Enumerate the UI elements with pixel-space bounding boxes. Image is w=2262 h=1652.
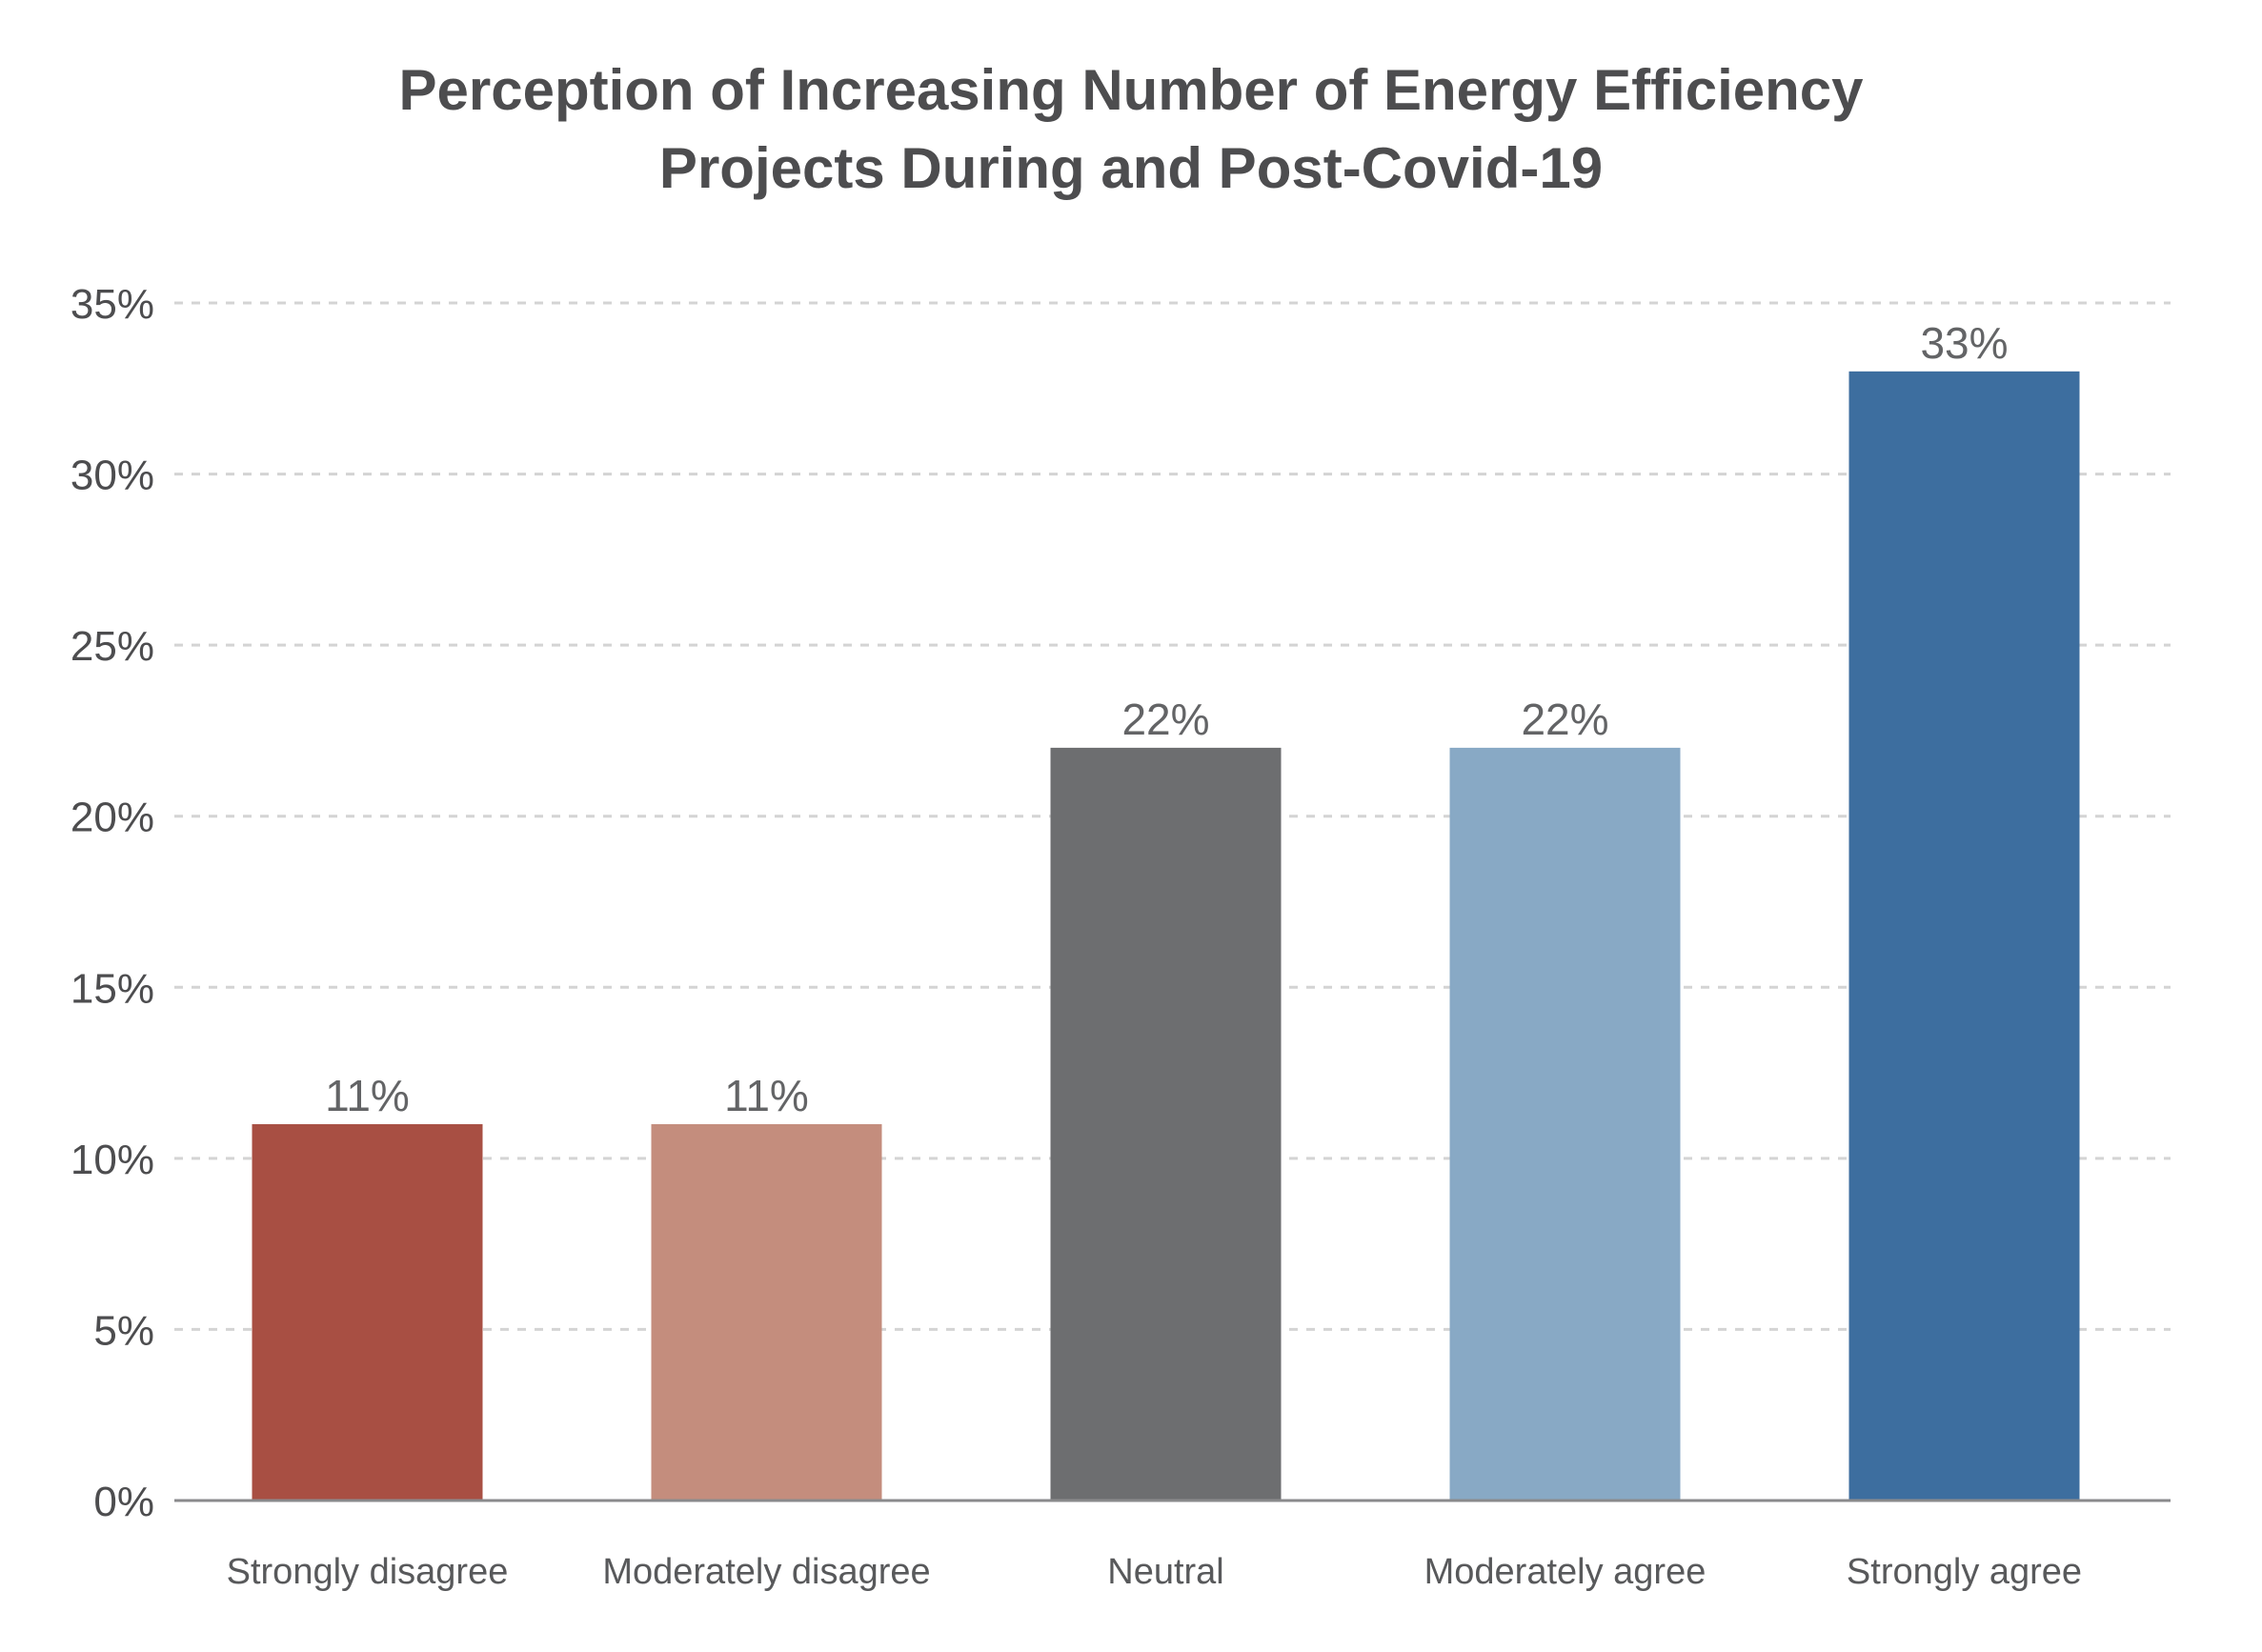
data-label-3: 22% [1521,695,1608,744]
bars [252,371,2080,1501]
bar-3 [1449,747,1681,1501]
data-label-0: 11% [325,1071,410,1120]
bar-4 [1848,371,2080,1501]
y-tick-label-20: 20% [71,795,154,841]
x-category-label-1: Moderately disagree [602,1552,930,1592]
chart-title: Perception of Increasing Number of Energ… [398,58,1864,200]
y-tick-label-35: 35% [71,281,154,328]
y-tick-label-5: 5% [93,1307,154,1354]
data-labels: 11% 11% 22% 22% 33% [325,318,2008,1120]
chart-title-line-2: Projects During and Post-Covid-19 [659,136,1603,200]
bar-1 [651,1123,882,1501]
y-tick-label-25: 25% [71,623,154,670]
chart-title-line-1: Perception of Increasing Number of Energ… [398,58,1864,122]
x-category-label-4: Strongly agree [1847,1552,2082,1592]
y-tick-label-30: 30% [71,453,154,499]
x-axis-categories: Strongly disagree Moderately disagree Neut… [227,1552,2082,1592]
data-label-1: 11% [724,1071,809,1120]
bar-2 [1050,747,1282,1501]
bar-0 [252,1123,483,1501]
x-category-label-2: Neutral [1107,1552,1224,1592]
data-label-2: 22% [1121,695,1209,744]
y-tick-label-15: 15% [71,965,154,1012]
y-tick-label-0: 0% [93,1479,154,1525]
y-tick-label-10: 10% [71,1137,154,1183]
x-category-label-3: Moderately agree [1424,1552,1707,1592]
y-axis-ticks: 0% 5% 10% 15% 20% 25% 30% 35% [71,281,154,1525]
x-category-label-0: Strongly disagree [227,1552,509,1592]
data-label-4: 33% [1920,318,2008,368]
